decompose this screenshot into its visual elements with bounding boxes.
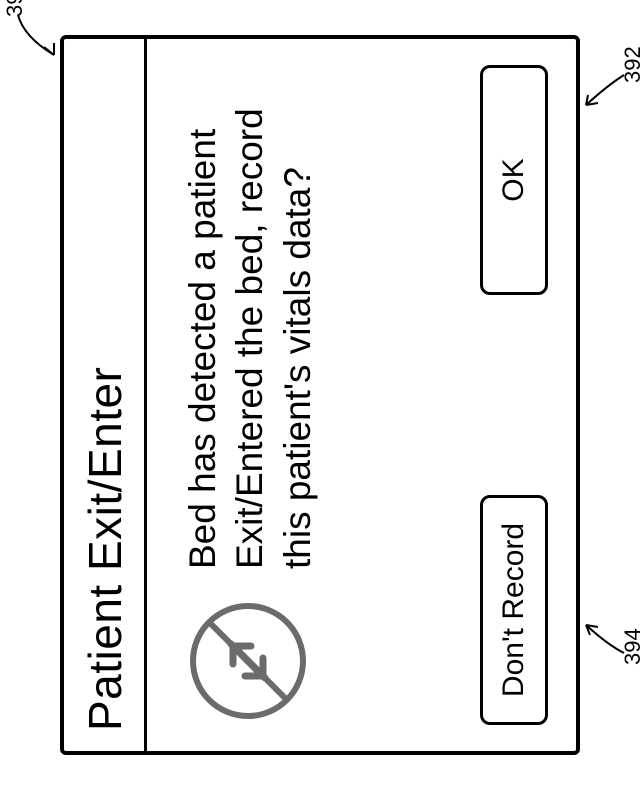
dialog-titlebar: Patient Exit/Enter (64, 39, 147, 751)
dialog-icon-cell (175, 591, 318, 731)
dialog-body: Bed has detected a patient Exit/Entered … (147, 39, 480, 751)
dialog-footer: Don't Record OK (480, 39, 576, 751)
callout-dont-record-number: 394 (620, 628, 640, 665)
dont-record-button[interactable]: Don't Record (480, 495, 548, 725)
figure-stage: 396 Patient Exit/Enter (0, 0, 640, 787)
dialog-message: Bed has detected a patient Exit/Entered … (175, 65, 321, 569)
callout-ok-number: 392 (620, 46, 640, 83)
callout-dialog-number: 396 (2, 0, 28, 17)
rotated-wrapper: 396 Patient Exit/Enter (60, 35, 580, 755)
callout-dont-record: 394 (580, 565, 640, 665)
dialog-title: Patient Exit/Enter (78, 59, 132, 731)
dialog-patient-exit-enter: Patient Exit/Enter (60, 35, 580, 755)
callout-dialog: 396 (4, 0, 64, 65)
callout-ok: 392 (580, 15, 640, 115)
ok-button[interactable]: OK (480, 65, 548, 295)
no-exit-enter-icon (183, 596, 318, 726)
